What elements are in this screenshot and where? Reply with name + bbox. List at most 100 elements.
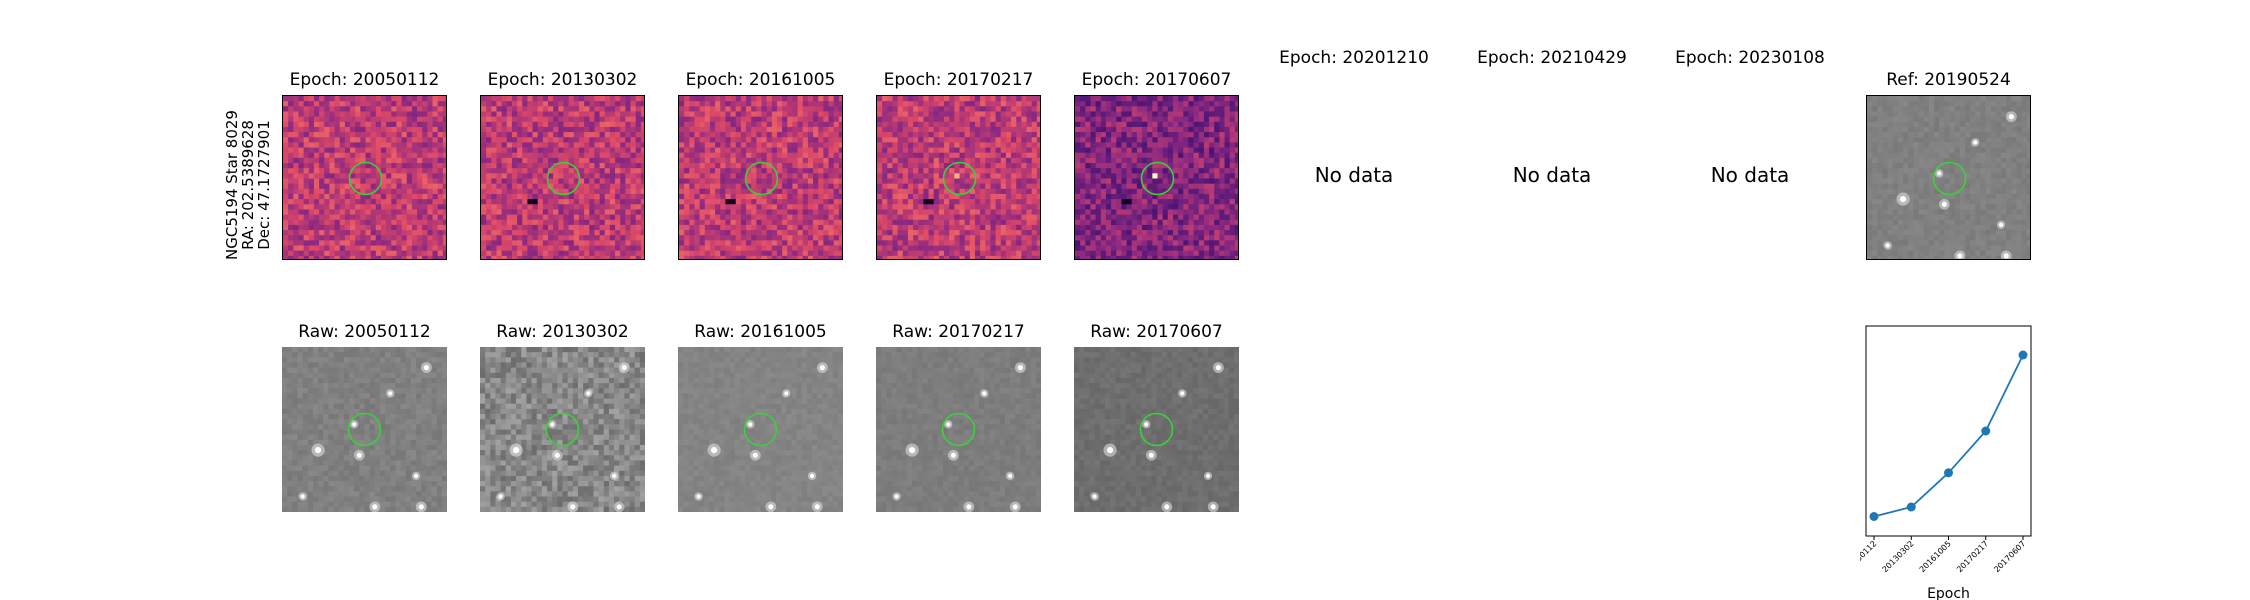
star-point xyxy=(1210,504,1216,510)
star-point xyxy=(550,422,555,427)
star-point xyxy=(809,473,815,479)
star-point xyxy=(1215,365,1221,371)
star-point xyxy=(894,494,899,499)
star-point xyxy=(621,365,627,371)
star-point xyxy=(1937,171,1942,176)
diff-title-2: Epoch: 20130302 xyxy=(487,70,638,90)
star-point xyxy=(1017,365,1023,371)
star-point xyxy=(300,494,305,499)
star-point xyxy=(1148,452,1154,458)
raw-title-5: Raw: 20170607 xyxy=(1090,322,1223,342)
pixel-grid xyxy=(876,347,1041,512)
star-point xyxy=(2003,253,2009,259)
star-point xyxy=(752,452,758,458)
aperture-circle xyxy=(1932,161,1967,196)
x-tick-label: 20161005 xyxy=(1918,539,1953,574)
star-point xyxy=(586,391,591,396)
star-point xyxy=(946,422,951,427)
pixel-grid xyxy=(282,347,447,512)
raw-title-4: Raw: 20170217 xyxy=(892,322,1025,342)
star-point xyxy=(966,504,972,510)
data-point xyxy=(1944,468,1953,478)
star-point xyxy=(710,447,718,454)
raw-image-5 xyxy=(1074,347,1239,512)
star-point xyxy=(413,473,419,479)
star-point xyxy=(352,422,357,427)
star-point xyxy=(1885,243,1890,248)
x-axis-label: Epoch xyxy=(1927,586,1970,600)
star-point xyxy=(611,473,617,479)
raw-image-3 xyxy=(678,347,843,512)
star-point xyxy=(1180,391,1185,396)
diff-image-5 xyxy=(1074,95,1239,260)
plot-frame xyxy=(1865,325,2032,537)
target-dec: Dec: 47.1727901 xyxy=(255,120,273,250)
pixel-grid xyxy=(877,96,1040,259)
pixel-grid xyxy=(480,347,645,512)
diff-image-1 xyxy=(282,95,447,260)
pixel-grid xyxy=(283,96,446,259)
star-point xyxy=(1144,422,1149,427)
pixel-grid xyxy=(1075,96,1238,259)
star-point xyxy=(768,504,774,510)
star-point xyxy=(423,365,429,371)
raw-title-2: Raw: 20130302 xyxy=(496,322,629,342)
x-tick-label: 20170607 xyxy=(1992,539,2027,574)
star-point xyxy=(1205,473,1211,479)
diff-title-4: Epoch: 20170217 xyxy=(883,70,1034,90)
data-point xyxy=(2018,350,2028,360)
data-point xyxy=(1869,512,1879,521)
raw-title-1: Raw: 20050112 xyxy=(298,322,431,342)
aperture-circle xyxy=(348,161,383,196)
star-point xyxy=(418,504,424,510)
star-point xyxy=(1092,494,1097,499)
no-data-8: No data xyxy=(1710,163,1790,187)
aperture-circle xyxy=(942,161,977,196)
aperture-circle xyxy=(1139,412,1174,447)
aperture-circle xyxy=(545,412,580,447)
diff-title-7: Epoch: 20210429 xyxy=(1477,48,1627,68)
star-point xyxy=(814,504,820,510)
diff-title-5: Epoch: 20170607 xyxy=(1081,70,1232,90)
target-name: NGC5194 Star 8029 xyxy=(223,110,241,260)
star-point xyxy=(1941,201,1947,207)
diff-title-8: Epoch: 20230108 xyxy=(1675,48,1825,68)
star-point xyxy=(1012,504,1018,510)
star-point xyxy=(1957,253,1963,259)
diff-title-3: Epoch: 20161005 xyxy=(685,70,836,90)
star-point xyxy=(908,447,916,454)
no-data-6: No data xyxy=(1314,163,1394,187)
star-point xyxy=(554,452,560,458)
pixel-grid xyxy=(678,347,843,512)
star-point xyxy=(950,452,956,458)
star-point xyxy=(314,447,322,454)
data-point xyxy=(1906,502,1916,512)
diff-image-2 xyxy=(480,95,645,260)
star-point xyxy=(982,391,987,396)
star-point xyxy=(748,422,753,427)
star-point xyxy=(1106,447,1114,454)
raw-image-4 xyxy=(876,347,1041,512)
pixel-grid xyxy=(679,96,842,259)
target-info-label: NGC5194 Star 8029 RA: 202.5389628 Dec: 4… xyxy=(223,110,284,260)
star-point xyxy=(1007,473,1013,479)
star-point xyxy=(512,447,520,454)
diff-image-3 xyxy=(678,95,843,260)
pixel-grid xyxy=(1074,347,1239,512)
data-point xyxy=(1981,426,1991,436)
no-data-7: No data xyxy=(1512,163,1592,187)
star-point xyxy=(1899,196,1907,203)
star-point xyxy=(356,452,362,458)
aperture-circle xyxy=(941,412,976,447)
target-ra: RA: 202.5389628 xyxy=(239,120,257,250)
star-point xyxy=(570,504,576,510)
star-point xyxy=(2008,114,2014,120)
star-point xyxy=(498,494,503,499)
raw-title-3: Raw: 20161005 xyxy=(694,322,827,342)
diff-title-1: Epoch: 20050112 xyxy=(289,70,440,90)
star-point xyxy=(1998,222,2004,228)
aperture-circle xyxy=(743,412,778,447)
x-tick-label: 20130302 xyxy=(1881,539,1916,574)
aperture-circle xyxy=(744,161,779,196)
star-point xyxy=(696,494,701,499)
